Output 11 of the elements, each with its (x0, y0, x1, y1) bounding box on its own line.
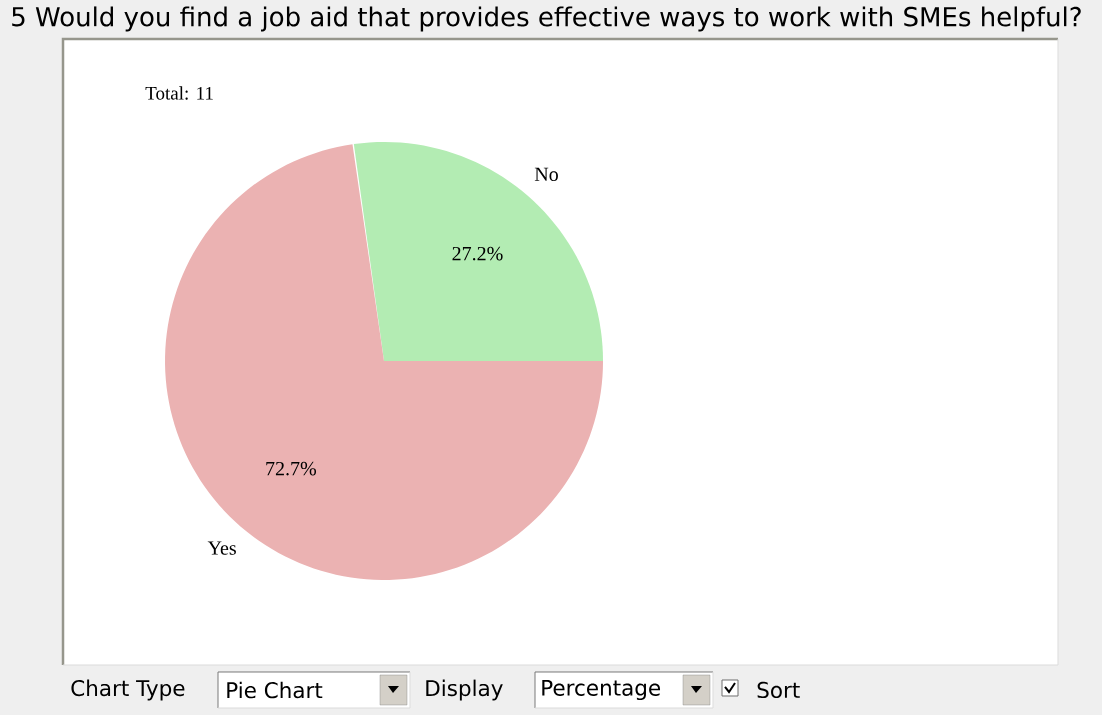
slice-label: No (534, 167, 558, 181)
text: Chart Type (71, 679, 185, 701)
text: Percentage (542, 679, 661, 701)
chart-title: 5 Would you find a job aid that provides effective ways to work with SMEs helpful? (12, 6, 1081, 32)
text: Sort (757, 681, 800, 699)
slice-label: Yes (207, 541, 236, 555)
text: Display (426, 679, 503, 701)
data-label: 27.2% (452, 246, 503, 261)
data-label: 72.7% (266, 461, 317, 476)
text: Total: 11 (145, 86, 213, 100)
text: Pie Chart (227, 681, 323, 699)
